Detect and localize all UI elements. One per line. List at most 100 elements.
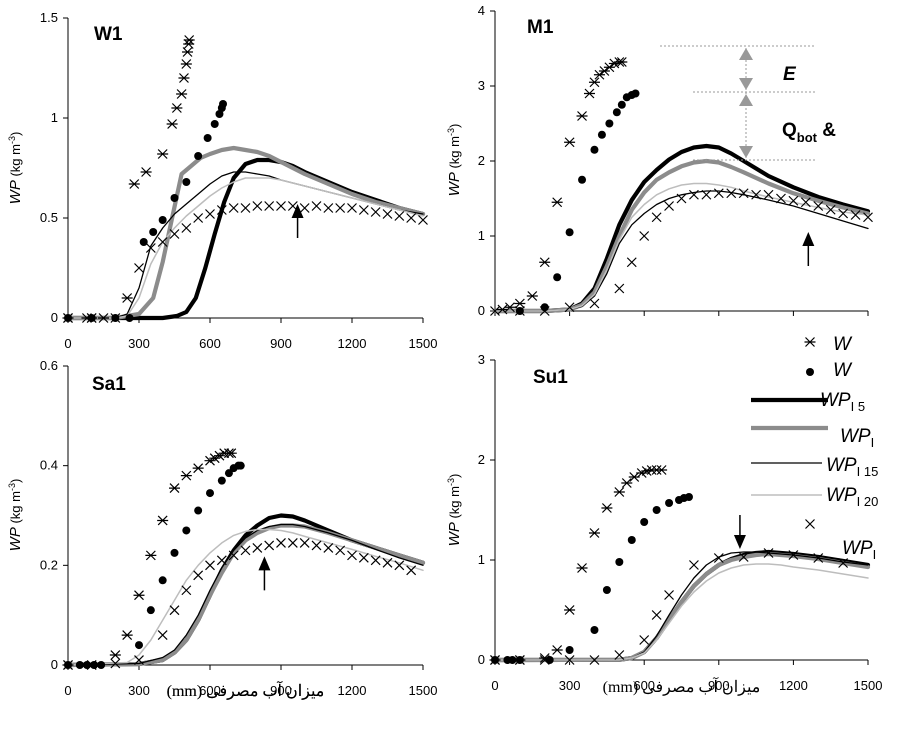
cross-point — [216, 205, 227, 215]
cross-point — [589, 298, 600, 309]
dot-point — [615, 558, 624, 566]
star-point — [804, 337, 816, 347]
cross-point — [347, 550, 357, 561]
dot-point — [545, 656, 554, 664]
legend-label: WPI 20 — [826, 485, 878, 509]
star-point — [180, 59, 192, 69]
star-point — [598, 66, 610, 76]
annotation-arrow-head — [739, 78, 753, 90]
x-tick-label: 1200 — [338, 336, 367, 351]
x-axis-label: میزان آب مصرفی (mm) — [603, 676, 761, 696]
cross-point — [589, 655, 600, 665]
cross-point — [825, 204, 836, 215]
y-tick-label: 2 — [478, 452, 485, 467]
cross-point — [299, 537, 310, 548]
series-line-thin-gray — [67, 177, 424, 319]
x-tick-label: 1200 — [779, 678, 808, 693]
cross-point — [169, 229, 180, 239]
star-point — [504, 302, 516, 313]
cross-point — [713, 553, 724, 563]
x-tick-label: 1200 — [338, 683, 367, 698]
dot-point — [640, 518, 649, 526]
star-point — [128, 179, 140, 189]
y-axis-label-close: ) — [8, 479, 23, 483]
legend-label-sub: I — [871, 435, 875, 450]
dot-point — [194, 506, 203, 515]
y-axis-label-close: ) — [8, 132, 23, 136]
legend-label-main: WP — [820, 390, 851, 411]
dot-point — [612, 108, 621, 117]
cross-point — [181, 223, 192, 233]
cross-point — [763, 548, 774, 558]
series-line-thick-gray — [492, 158, 871, 314]
dot-point — [182, 178, 191, 186]
y-tick-label: 0.2 — [40, 557, 58, 572]
star-point — [576, 563, 588, 573]
cross-point — [788, 195, 799, 206]
cross-point — [276, 537, 286, 548]
dot-point — [203, 134, 212, 142]
y-axis-label-unit: (kg m — [8, 144, 23, 177]
dot-point — [170, 194, 179, 202]
cross-point — [651, 610, 662, 620]
cross-point — [264, 540, 275, 551]
dot-point — [597, 130, 606, 139]
cross-point — [63, 660, 73, 670]
star-point — [178, 73, 190, 83]
panel-title: W1 — [94, 24, 123, 45]
annotation-e-label: E — [783, 64, 797, 85]
cross-point — [838, 558, 849, 568]
cross-point — [145, 243, 156, 253]
dot-point — [652, 506, 661, 514]
x-tick-label: 1500 — [409, 683, 438, 698]
series-line-thin-gray — [494, 563, 869, 661]
dot-point — [565, 646, 574, 654]
series-line-thin-black — [494, 190, 869, 312]
y-tick-label: 0 — [478, 652, 485, 667]
panel-title: M1 — [527, 17, 554, 38]
annotation-arrow-head — [739, 48, 753, 60]
cross-point — [751, 189, 762, 200]
star-point — [564, 137, 576, 148]
y-axis-label-unit: (kg m — [447, 136, 462, 169]
star-point — [564, 605, 576, 615]
star-point — [176, 89, 188, 99]
arrow-head — [733, 535, 746, 549]
cross-point — [252, 201, 263, 211]
legend-label: WPI 5 — [820, 390, 865, 414]
cross-point — [539, 655, 550, 665]
x-tick-label: 600 — [633, 678, 655, 693]
dot-point — [590, 145, 599, 154]
x-axis-label: میزان آب مصرفی (mm) — [167, 680, 325, 700]
x-tick-label: 600 — [199, 336, 221, 351]
cross-point — [813, 201, 824, 211]
y-tick-label: 2 — [478, 153, 485, 168]
cross-point — [664, 590, 674, 600]
dot-point — [75, 661, 84, 669]
cross-point — [335, 545, 346, 556]
cross-point — [639, 635, 650, 645]
x-tick-label: 0 — [64, 683, 71, 698]
cross-point — [418, 215, 428, 225]
cross-point — [763, 189, 774, 200]
dot-point — [97, 661, 106, 669]
cross-point — [394, 211, 405, 221]
y-tick-label: 1.5 — [40, 10, 58, 25]
cross-point — [86, 313, 97, 323]
dot-point — [553, 273, 562, 282]
dot-point — [631, 89, 640, 98]
star-point — [583, 88, 595, 99]
annotation-arrow-head — [739, 146, 753, 158]
annotation-bracket: E Qbot & — [660, 45, 836, 161]
cross-point — [539, 306, 550, 316]
series-line-thin-black — [67, 171, 424, 319]
series-line-thin-black — [67, 523, 424, 666]
cross-point — [216, 555, 227, 566]
legend-label-main: W — [833, 334, 853, 355]
dot-point — [82, 661, 91, 669]
dot-point — [170, 548, 179, 557]
x-tick-label: 1500 — [409, 336, 438, 351]
cross-point — [86, 660, 97, 670]
cross-point — [838, 208, 849, 219]
